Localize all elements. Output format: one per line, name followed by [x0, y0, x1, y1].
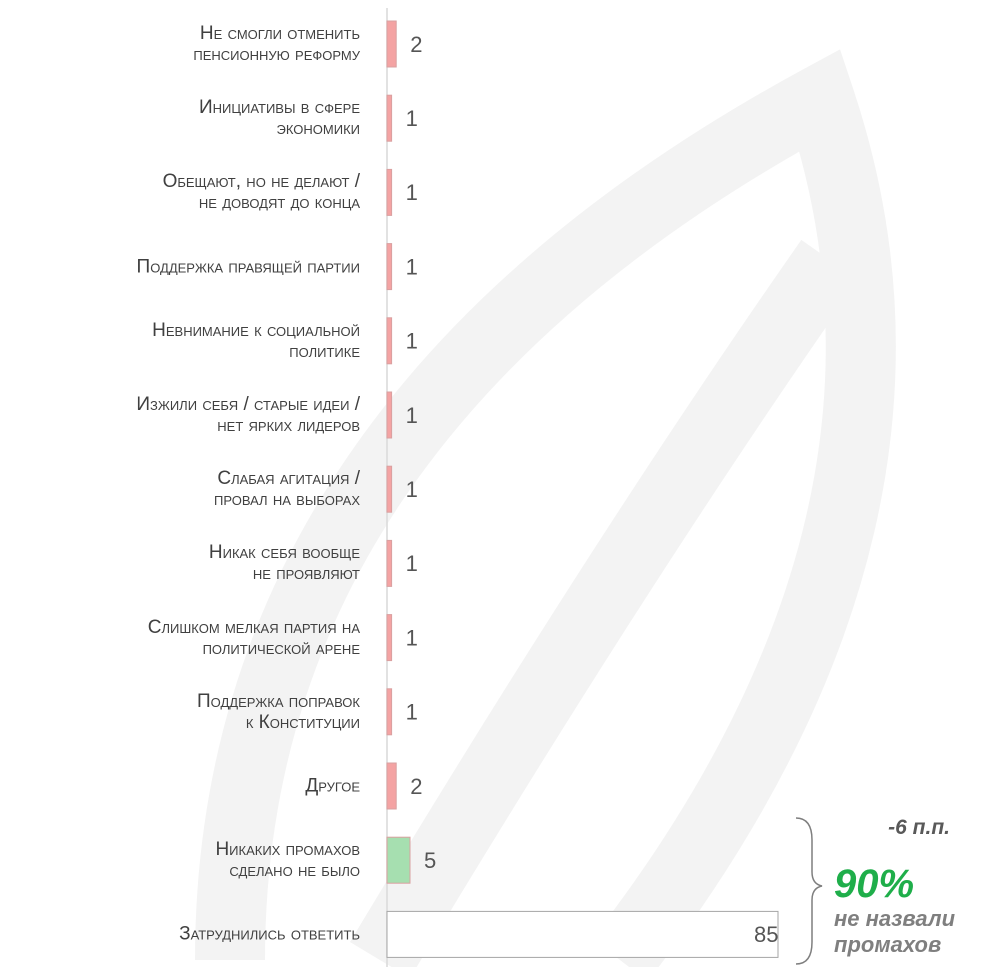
category-label: Поддержка поправок к Конституции — [196, 690, 360, 733]
category-label: Поддержка правящей партии — [136, 256, 360, 278]
bar — [386, 243, 393, 291]
category-label: Обещают, но не делают / не доводят до ко… — [162, 171, 360, 214]
bar — [386, 762, 397, 810]
value-label: 85 — [754, 922, 778, 947]
brace — [795, 817, 823, 965]
category-label: Слишком мелкая партия на политической ар… — [147, 616, 360, 659]
value-label: 1 — [406, 329, 418, 354]
value-label: 1 — [406, 700, 418, 725]
bar — [386, 94, 393, 142]
value-label: 1 — [406, 254, 418, 279]
bar — [386, 465, 393, 513]
bar — [386, 910, 779, 958]
category-label: Слабая агитация / провал на выборах — [213, 468, 360, 511]
watermark — [195, 49, 896, 967]
category-label: Изжили себя / старые идеи / нет ярких ли… — [136, 394, 360, 436]
change-annotation: -6 п.п. — [888, 816, 950, 839]
category-label: Другое — [305, 775, 360, 797]
bar — [386, 391, 393, 439]
bar — [386, 539, 393, 587]
value-label: 2 — [410, 32, 422, 57]
category-label: Не смогли отменить пенсионную реформу — [193, 23, 360, 65]
bar — [386, 688, 393, 736]
category-label: Никак себя вообще не проявляют — [208, 542, 360, 585]
bar — [386, 836, 411, 884]
category-label: Затруднились ответить — [179, 923, 360, 945]
value-label: 1 — [406, 180, 418, 205]
value-label: 5 — [424, 848, 436, 873]
value-label: 1 — [406, 551, 418, 576]
bar — [386, 20, 397, 68]
bar — [386, 614, 393, 662]
bar — [386, 317, 393, 365]
category-label: Инициативы в сфере экономики — [199, 97, 360, 140]
category-label: Никаких промахов сделано не было — [215, 839, 360, 882]
value-label: 1 — [406, 106, 418, 131]
value-label: 1 — [406, 477, 418, 502]
value-label: 2 — [410, 774, 422, 799]
value-label: 1 — [406, 625, 418, 650]
share-annotation: 90% — [834, 862, 915, 906]
value-label: 1 — [406, 403, 418, 428]
bar — [386, 168, 393, 216]
share-text: не назвали промахов — [834, 906, 956, 957]
category-label: Невнимание к социальной политике — [152, 319, 360, 362]
